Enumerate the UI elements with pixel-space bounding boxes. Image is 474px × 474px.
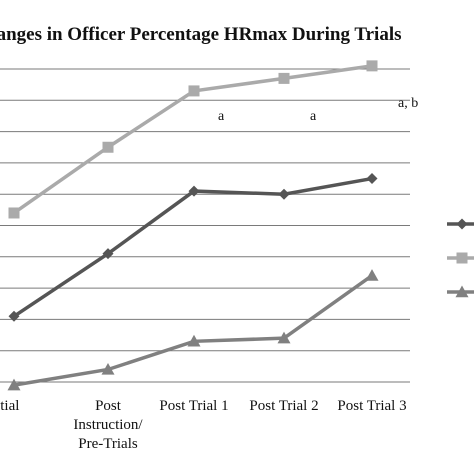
data-markers [7,60,379,391]
chart-title: hanges in Officer Percentage HRmax Durin… [0,24,402,45]
series-line-3 [13,274,374,387]
data-point [277,331,291,344]
data-point [365,269,379,281]
legend-marker [456,218,468,230]
annotation-label: a [218,109,225,124]
series-line-1 [13,176,373,318]
annotation-label: a [310,109,317,124]
data-point [102,141,114,153]
data-point [278,188,290,200]
gridlines [0,68,410,383]
data-point [188,85,200,97]
x-tick-label: Post Trial 3 [337,398,406,414]
x-tick-label: Post Trial 1 [159,398,228,414]
data-point [101,362,115,375]
x-tick-label: Post Instruction/Pre-Trials [73,398,143,452]
data-point [278,72,290,84]
data-point [366,60,378,72]
legend-marker [456,252,468,264]
annotations: a a a, b [218,96,418,124]
legend-marker [455,285,469,298]
data-point [7,378,21,391]
x-tick-label: Post Trial 2 [249,398,318,414]
data-point [187,334,201,347]
data-point [8,207,20,219]
data-point [102,248,114,260]
data-point [188,185,200,197]
data-point [366,173,378,185]
data-point [8,310,20,322]
legend [447,218,474,298]
x-tick-label: nitial [0,398,19,414]
annotation-label: a, b [398,96,418,111]
